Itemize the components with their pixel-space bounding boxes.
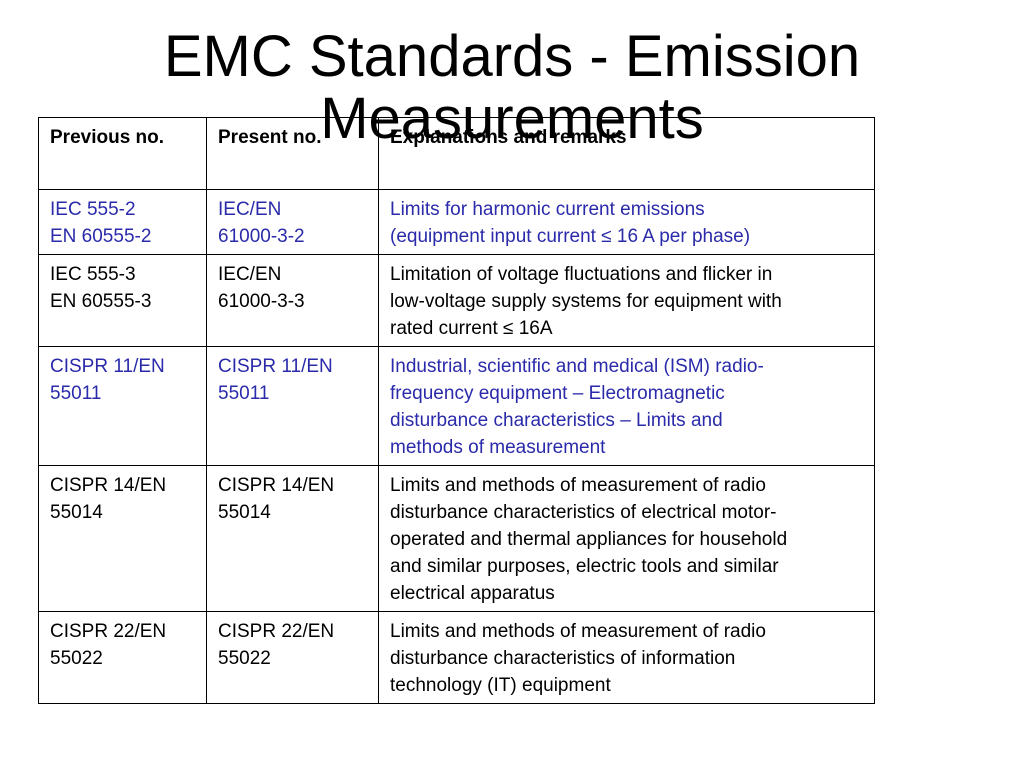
table-row: IEC 555-3 EN 60555-3 IEC/EN 61000-3-3 Limita… <box>38 254 875 347</box>
cell-remarks-line: low-voltage supply systems for equipment… <box>390 291 782 312</box>
standards-table-container: Previous no. Present no. Explanations an… <box>38 117 875 704</box>
cell-previous-no-line: 55011 <box>50 383 102 404</box>
table-row: CISPR 22/EN 55022 CISPR 22/EN 55022 Limits a… <box>38 611 875 704</box>
cell-remarks-line: (equipment input current ≤ 16 A per phas… <box>390 226 751 247</box>
cell-remarks-line: technology (IT) equipment <box>390 675 611 696</box>
cell-previous-no-line: 55022 <box>50 648 103 669</box>
table-body: IEC 555-2 EN 60555-2 IEC/EN 61000-3-2 Limits… <box>38 189 875 704</box>
cell-previous-no: CISPR 11/EN 55011 <box>38 346 207 466</box>
cell-remarks-line: Limits and methods of measurement of rad… <box>390 475 766 496</box>
cell-present-no-line: 61000-3-2 <box>218 226 305 247</box>
cell-previous-no-line: CISPR 11/EN <box>50 356 165 377</box>
cell-remarks-line: Limits for harmonic current emissions <box>390 199 705 220</box>
cell-present-no-line: CISPR 11/EN <box>218 356 333 377</box>
cell-previous-no-line: EN 60555-3 <box>50 291 152 312</box>
cell-previous-no: CISPR 14/EN 55014 <box>38 465 207 612</box>
cell-remarks-line: Limitation of voltage fluctuations and f… <box>390 264 773 285</box>
table-header-row: Previous no. Present no. Explanations an… <box>38 117 875 190</box>
cell-present-no-line: CISPR 14/EN <box>218 475 335 496</box>
cell-previous-no-line: EN 60555-2 <box>50 226 152 247</box>
cell-present-no-line: IEC/EN <box>218 199 282 220</box>
table-row: CISPR 11/EN 55011 CISPR 11/EN 55011 Industri… <box>38 346 875 466</box>
cell-present-no: CISPR 11/EN 55011 <box>206 346 379 466</box>
cell-remarks-line: Limits and methods of measurement of rad… <box>390 621 766 642</box>
cell-previous-no-line: CISPR 22/EN <box>50 621 167 642</box>
cell-remarks-line: rated current ≤ 16A <box>390 318 553 339</box>
cell-remarks: Limits and methods of measurement of rad… <box>378 465 875 612</box>
cell-remarks: Industrial, scientific and medical (ISM)… <box>378 346 875 466</box>
cell-present-no-line: CISPR 22/EN <box>218 621 335 642</box>
cell-present-no: CISPR 22/EN 55022 <box>206 611 379 704</box>
standards-table: Previous no. Present no. Explanations an… <box>38 117 875 704</box>
cell-remarks-line: operated and thermal appliances for hous… <box>390 529 788 550</box>
cell-present-no-line: 61000-3-3 <box>218 291 305 312</box>
cell-remarks: Limits for harmonic current emissions (eq… <box>378 189 875 255</box>
page-title: EMC Standards - Emission Measurements <box>163 24 861 151</box>
cell-remarks-line: frequency equipment – Electromagnetic <box>390 383 725 404</box>
cell-present-no-line: 55022 <box>218 648 271 669</box>
header-present-no: Present no. <box>206 117 379 190</box>
cell-remarks-line: and similar purposes, electric tools and… <box>390 556 779 577</box>
cell-previous-no-line: IEC 555-3 <box>50 264 136 285</box>
cell-previous-no-line: IEC 555-2 <box>50 199 136 220</box>
cell-present-no-line: 55011 <box>218 383 270 404</box>
cell-remarks: Limits and methods of measurement of rad… <box>378 611 875 704</box>
cell-present-no: IEC/EN 61000-3-3 <box>206 254 379 347</box>
cell-previous-no: IEC 555-3 EN 60555-3 <box>38 254 207 347</box>
cell-remarks-line: Industrial, scientific and medical (ISM)… <box>390 356 764 377</box>
cell-present-no: CISPR 14/EN 55014 <box>206 465 379 612</box>
cell-remarks: Limitation of voltage fluctuations and f… <box>378 254 875 347</box>
header-explanations: Explanations and remarks <box>378 117 875 190</box>
cell-previous-no: IEC 555-2 EN 60555-2 <box>38 189 207 255</box>
cell-previous-no: CISPR 22/EN 55022 <box>38 611 207 704</box>
cell-previous-no-line: CISPR 14/EN <box>50 475 167 496</box>
cell-present-no-line: 55014 <box>218 502 271 523</box>
cell-present-no: IEC/EN 61000-3-2 <box>206 189 379 255</box>
cell-present-no-line: IEC/EN <box>218 264 282 285</box>
cell-remarks-line: disturbance characteristics of informati… <box>390 648 736 669</box>
cell-remarks-line: electrical apparatus <box>390 583 555 604</box>
cell-remarks-line: methods of measurement <box>390 437 606 458</box>
cell-remarks-line: disturbance characteristics – Limits and <box>390 410 723 431</box>
cell-remarks-line: disturbance characteristics of electrica… <box>390 502 777 523</box>
table-row: IEC 555-2 EN 60555-2 IEC/EN 61000-3-2 Limits… <box>38 189 875 255</box>
table-row: CISPR 14/EN 55014 CISPR 14/EN 55014 Limits a… <box>38 465 875 612</box>
header-previous-no: Previous no. <box>38 117 207 190</box>
cell-previous-no-line: 55014 <box>50 502 103 523</box>
